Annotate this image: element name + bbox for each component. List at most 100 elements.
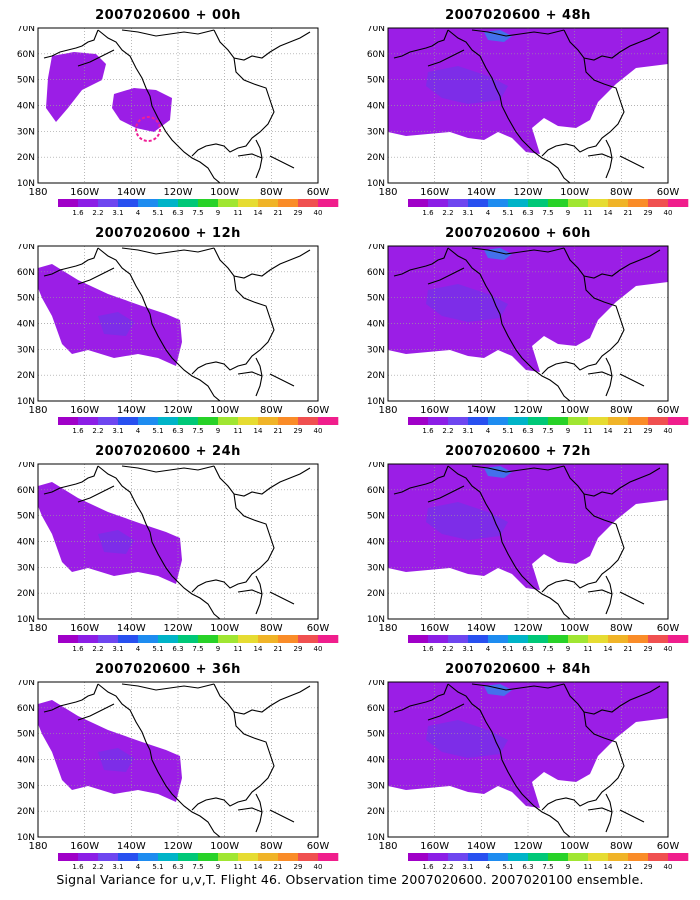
coastline <box>427 485 465 503</box>
coastline <box>121 465 215 473</box>
latitude-label: 50N <box>367 294 385 304</box>
colorbar-swatch <box>238 635 259 643</box>
colorbar-swatch <box>508 199 529 207</box>
colorbar-swatch <box>428 635 449 643</box>
longitude-label: 140W <box>117 187 146 198</box>
colorbar-swatch <box>408 853 429 861</box>
colorbar-swatch <box>428 853 449 861</box>
colorbar-label: 5.1 <box>502 645 513 653</box>
colorbar-label: 6.3 <box>172 209 183 217</box>
colorbar-swatch <box>278 635 299 643</box>
colorbar-swatch <box>318 199 339 207</box>
coastline <box>587 371 613 377</box>
latitude-label: 50N <box>367 512 385 522</box>
colorbar-label: 1.6 <box>72 209 84 217</box>
coastline <box>77 267 115 285</box>
colorbar-label: 21 <box>624 863 633 871</box>
coastline <box>471 29 565 37</box>
colorbar-swatch <box>318 853 339 861</box>
coastline <box>77 485 115 503</box>
variance-field <box>38 482 182 584</box>
colorbar-label: 1.6 <box>422 427 434 435</box>
colorbar-swatch <box>488 853 509 861</box>
longitude-label: 60W <box>657 405 680 416</box>
coastline <box>393 683 449 713</box>
coastline <box>563 29 661 61</box>
colorbar-label: 11 <box>234 209 243 217</box>
latitude-label: 30N <box>17 563 35 573</box>
colorbar-label: 40 <box>664 645 673 653</box>
colorbar-label: 7.5 <box>192 427 203 435</box>
longitude-label: 140W <box>467 841 496 852</box>
colorbar-swatch <box>468 635 489 643</box>
coastline <box>77 703 115 721</box>
longitude-label: 160W <box>420 187 449 198</box>
colorbar-swatch <box>648 853 669 861</box>
colorbar-swatch <box>258 417 279 425</box>
colorbar-swatch <box>528 635 549 643</box>
latitude-label: 10N <box>367 397 385 407</box>
colorbar-swatch <box>408 417 429 425</box>
colorbar-swatch <box>98 199 119 207</box>
coastlines <box>393 247 661 402</box>
colorbar: 1.6 2.2 3.1 4 5.1 6.3 7.5 9 11 14 21 29 40 <box>408 199 689 217</box>
colorbar-swatch <box>428 199 449 207</box>
colorbar-swatch <box>218 853 239 861</box>
colorbar-swatch <box>58 853 79 861</box>
coastline <box>541 275 625 375</box>
variance-region-1 <box>98 312 134 336</box>
variance-field <box>46 52 172 142</box>
colorbar-swatch <box>58 417 79 425</box>
variance-region-1 <box>98 748 134 772</box>
latitude-label: 60N <box>367 50 385 60</box>
colorbar-label: 7.5 <box>542 645 553 653</box>
colorbar-label: 3.1 <box>462 209 473 217</box>
coastline <box>563 465 661 497</box>
colorbar-label: 1.6 <box>72 645 84 653</box>
coastline <box>393 247 449 277</box>
colorbar-swatch <box>508 853 529 861</box>
colorbar-swatch <box>448 417 469 425</box>
colorbar-swatch <box>628 199 649 207</box>
colorbar-label: 21 <box>274 427 283 435</box>
panel-title: 2007020600 + 00h <box>95 8 241 23</box>
latitude-label: 40N <box>367 538 385 548</box>
colorbar-swatch <box>178 199 199 207</box>
latitude-label: 30N <box>367 563 385 573</box>
colorbar-label: 2.2 <box>92 863 103 871</box>
colorbar-swatch <box>158 853 179 861</box>
latitude-label: 30N <box>17 781 35 791</box>
longitude-label: 60W <box>307 405 330 416</box>
map-panel-84h: 2007020600 + 84h 70N 60N 50N 40N 30N 20N 10N 18… <box>358 662 698 877</box>
colorbar-label: 40 <box>664 863 673 871</box>
colorbar-swatch <box>548 199 569 207</box>
colorbar-label: 14 <box>604 209 613 217</box>
colorbar-label: 29 <box>294 645 303 653</box>
coastlines <box>393 465 661 620</box>
colorbar-swatch <box>118 199 139 207</box>
coastline <box>471 683 565 691</box>
coastline <box>191 57 275 157</box>
longitude-label: 180 <box>378 841 397 852</box>
colorbar-label: 40 <box>664 427 673 435</box>
coastlines <box>393 29 661 184</box>
colorbar-label: 14 <box>254 863 263 871</box>
coastline <box>213 683 311 715</box>
colorbar-label: 7.5 <box>192 645 203 653</box>
coastline <box>213 465 311 497</box>
colorbar-swatch <box>608 635 629 643</box>
colorbar-label: 2.2 <box>92 209 103 217</box>
colorbar-swatch <box>218 635 239 643</box>
coastline <box>43 683 99 713</box>
longitude-label: 80W <box>610 841 633 852</box>
colorbar-swatch <box>298 417 319 425</box>
colorbar-swatch <box>568 199 589 207</box>
map-panel-72h: 2007020600 + 72h 70N 60N 50N 40N 30N 20N 10N 18… <box>358 444 698 659</box>
colorbar-label: 11 <box>584 209 593 217</box>
colorbar-swatch <box>588 635 609 643</box>
colorbar-label: 5.1 <box>152 209 163 217</box>
coastline <box>43 465 99 495</box>
coastline <box>471 247 565 255</box>
colorbar-label: 40 <box>314 863 323 871</box>
colorbar-label: 29 <box>644 209 653 217</box>
